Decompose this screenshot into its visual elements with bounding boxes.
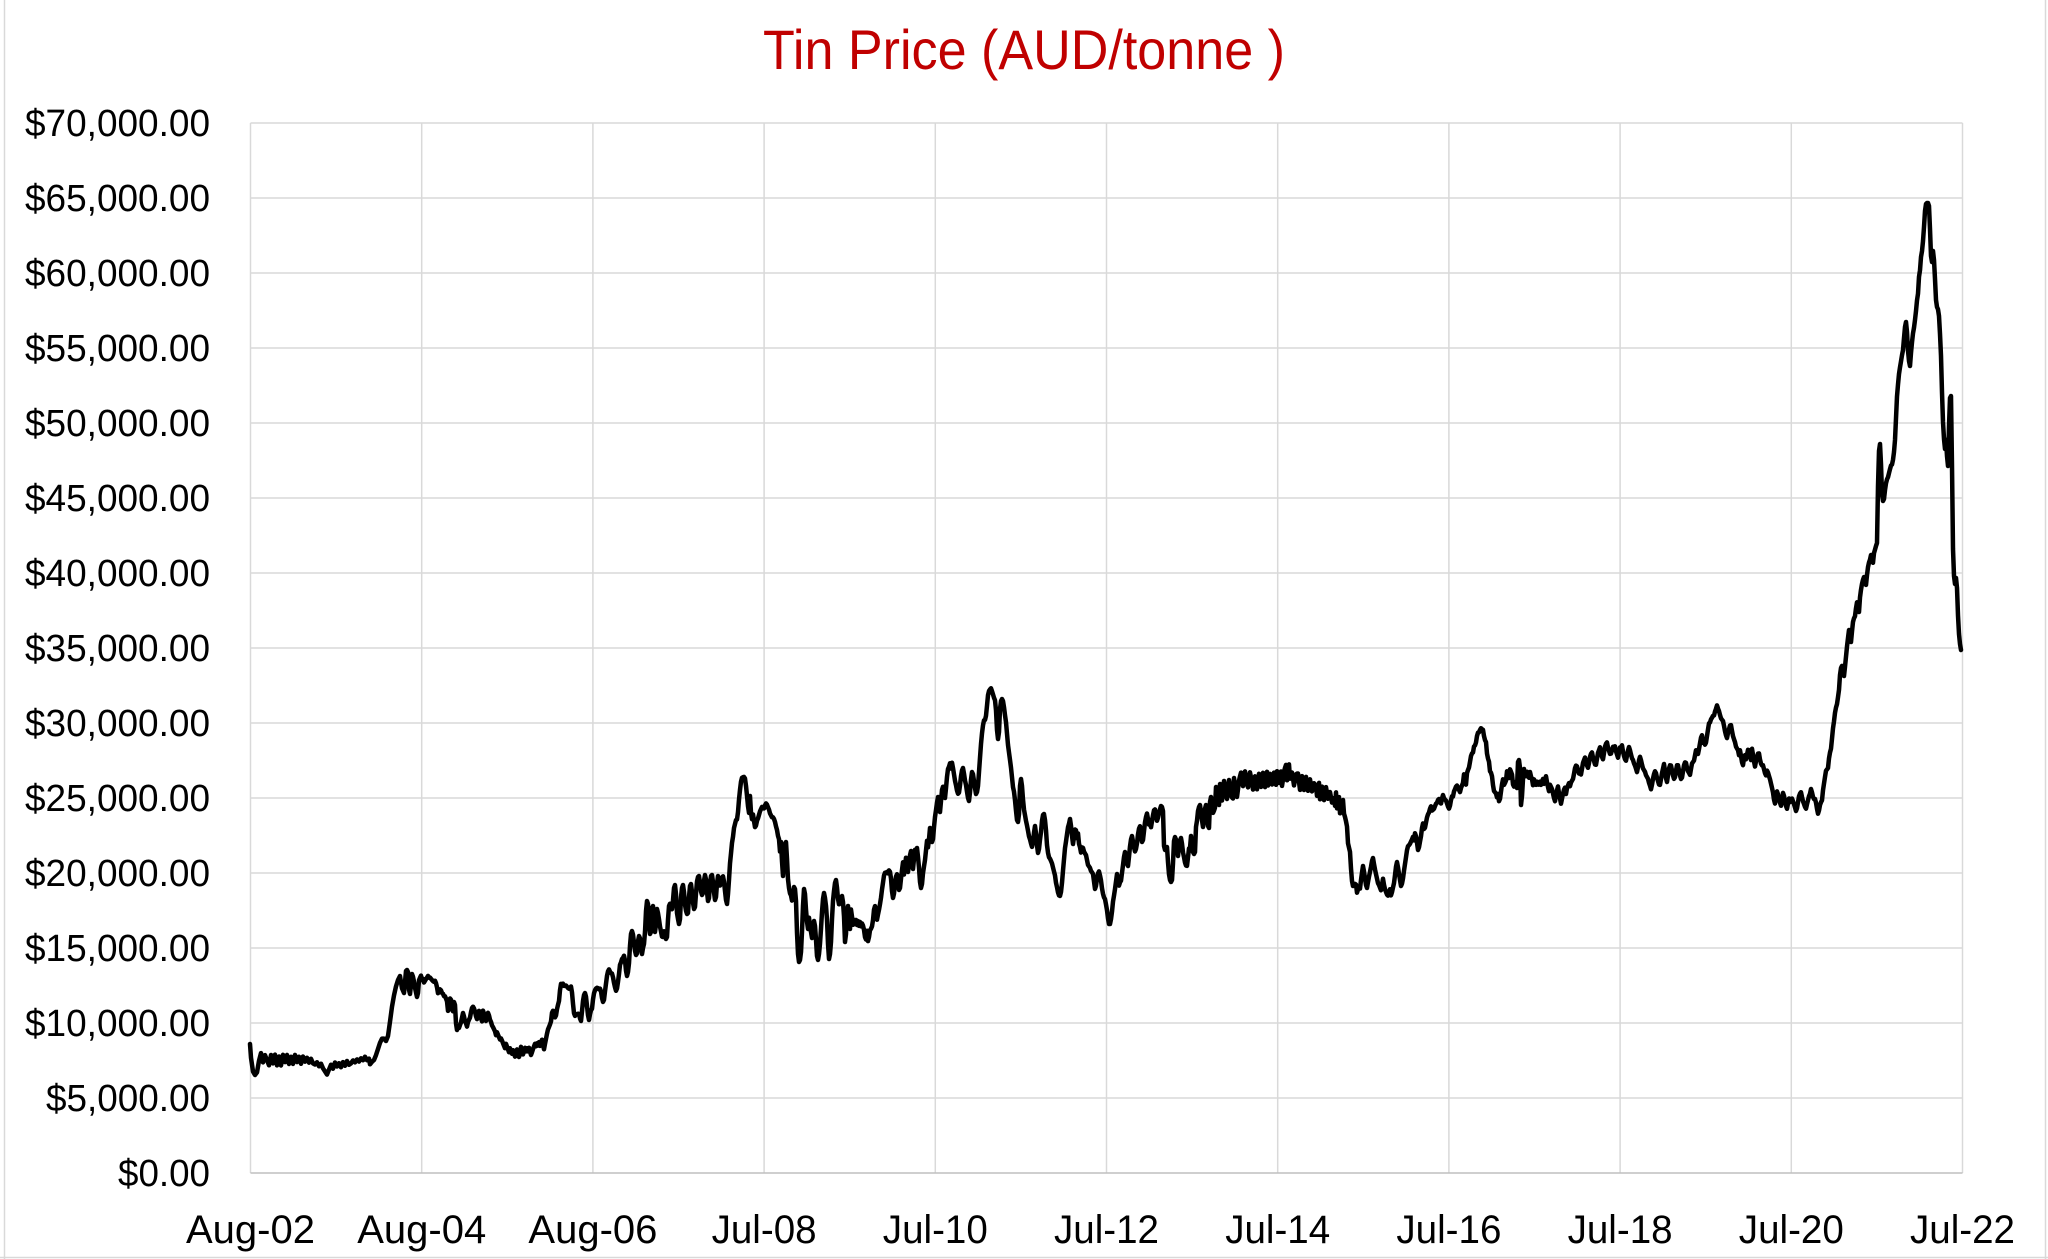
svg-text:Jul-18: Jul-18 [1568,1208,1673,1252]
svg-text:Aug-06: Aug-06 [528,1208,657,1252]
svg-text:Jul-12: Jul-12 [1054,1208,1159,1252]
svg-text:$65,000.00: $65,000.00 [25,178,210,220]
svg-text:$70,000.00: $70,000.00 [25,103,210,145]
svg-text:Tin Price (AUD/tonne ): Tin Price (AUD/tonne ) [763,18,1285,81]
svg-text:$55,000.00: $55,000.00 [25,328,210,370]
svg-text:$45,000.00: $45,000.00 [25,478,210,520]
svg-text:$60,000.00: $60,000.00 [25,253,210,295]
svg-text:Jul-20: Jul-20 [1739,1208,1844,1252]
svg-text:Jul-16: Jul-16 [1396,1208,1501,1252]
svg-text:Aug-02: Aug-02 [186,1208,315,1252]
svg-text:$25,000.00: $25,000.00 [25,778,210,820]
svg-text:Aug-04: Aug-04 [357,1208,486,1252]
svg-text:$20,000.00: $20,000.00 [25,853,210,895]
svg-text:$5,000.00: $5,000.00 [46,1078,210,1120]
svg-text:$0.00: $0.00 [118,1153,210,1195]
svg-text:Jul-22: Jul-22 [1910,1208,2015,1252]
svg-text:Jul-10: Jul-10 [883,1208,988,1252]
svg-text:Jul-08: Jul-08 [712,1208,817,1252]
svg-text:$15,000.00: $15,000.00 [25,928,210,970]
svg-text:$30,000.00: $30,000.00 [25,703,210,745]
svg-text:Jul-14: Jul-14 [1225,1208,1330,1252]
svg-text:$50,000.00: $50,000.00 [25,403,210,445]
svg-text:$40,000.00: $40,000.00 [25,553,210,595]
svg-text:$10,000.00: $10,000.00 [25,1003,210,1045]
svg-text:$35,000.00: $35,000.00 [25,628,210,670]
